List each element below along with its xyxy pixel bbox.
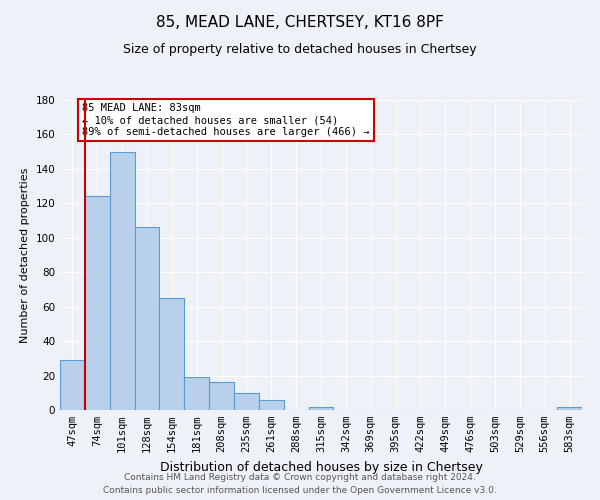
Bar (85, 196, 110, 410)
Bar (259, 400, 284, 410)
Bar (184, 378, 209, 410)
Bar (234, 393, 259, 410)
Bar (209, 382, 234, 410)
X-axis label: Distribution of detached houses by size in Chertsey: Distribution of detached houses by size … (160, 460, 482, 473)
Bar (60, 360, 85, 410)
Text: 85 MEAD LANE: 83sqm
← 10% of detached houses are smaller (54)
89% of semi-detach: 85 MEAD LANE: 83sqm ← 10% of detached ho… (82, 104, 370, 136)
Text: Contains HM Land Registry data © Crown copyright and database right 2024.
Contai: Contains HM Land Registry data © Crown c… (103, 473, 497, 495)
Bar (110, 152, 134, 410)
Bar (134, 228, 160, 410)
Text: Size of property relative to detached houses in Chertsey: Size of property relative to detached ho… (123, 42, 477, 56)
Text: 85, MEAD LANE, CHERTSEY, KT16 8PF: 85, MEAD LANE, CHERTSEY, KT16 8PF (156, 15, 444, 30)
Y-axis label: Number of detached properties: Number of detached properties (20, 168, 30, 342)
Bar (557, 406, 582, 410)
Bar (160, 298, 184, 410)
Bar (308, 406, 334, 410)
